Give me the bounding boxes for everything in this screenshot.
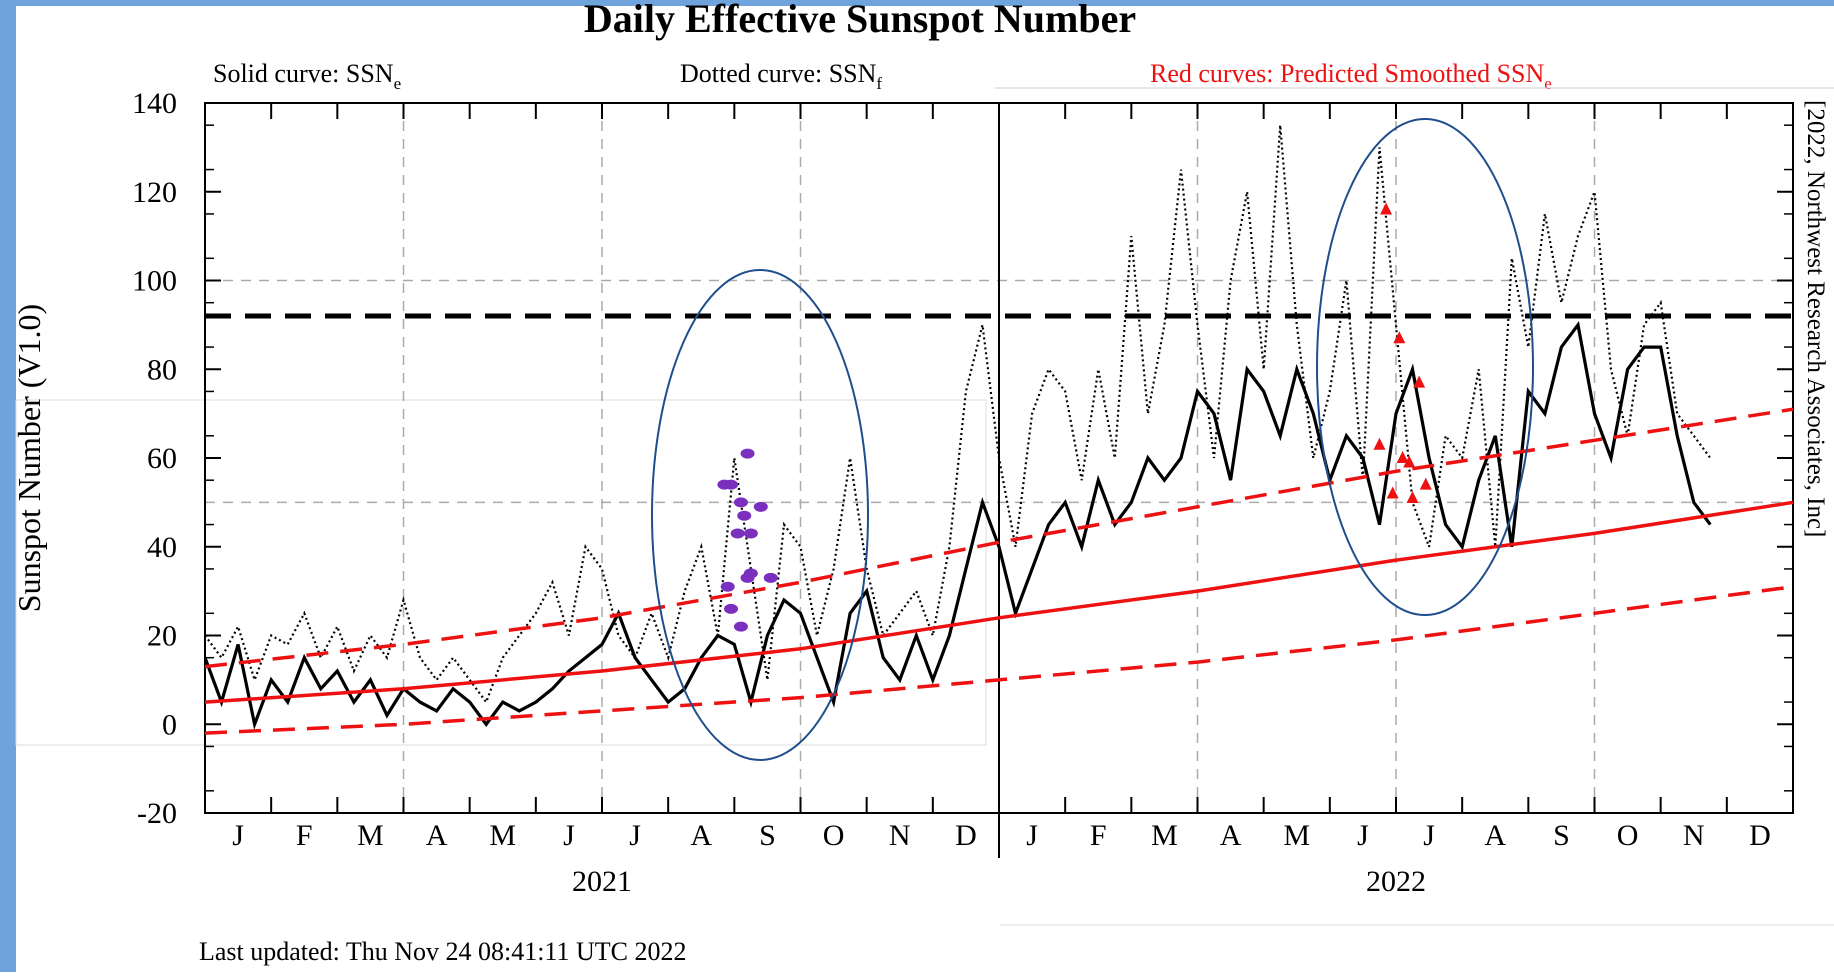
x-tick-label: J	[1026, 819, 1038, 852]
series-line	[205, 584, 1793, 735]
y-tick-label: 40	[147, 531, 177, 564]
point	[737, 510, 752, 521]
x-tick-label: A	[1220, 819, 1242, 852]
annotation-ellipse	[1316, 118, 1534, 616]
series-line	[205, 125, 1712, 705]
x-tick-label: M	[1151, 819, 1178, 852]
note-text: Solid curve: SSN	[213, 59, 394, 88]
x-tick-label: O	[1617, 819, 1639, 852]
point	[740, 448, 755, 459]
y-tick-label: 100	[132, 265, 177, 298]
annotation-ellipse	[651, 269, 869, 761]
x-tick-label: J	[1357, 819, 1369, 852]
note: Solid curve: SSNe	[213, 59, 401, 93]
x-tick-label: J	[629, 819, 641, 852]
y-tick-label: 80	[147, 353, 177, 386]
point	[724, 603, 739, 614]
x-tick-label: N	[889, 819, 911, 852]
x-tick-label: J	[563, 819, 575, 852]
x-tick-label: D	[1749, 819, 1771, 852]
point	[1406, 490, 1419, 503]
note-subscript: e	[394, 74, 402, 93]
point	[730, 528, 745, 539]
credit: [2022, Northwest Research Associates, In…	[1802, 100, 1829, 537]
point	[1396, 451, 1409, 463]
x-tick-label: A	[426, 819, 448, 852]
x-tick-label: F	[1090, 819, 1107, 852]
note: Dotted curve: SSNf	[680, 59, 882, 93]
x-tick-label: A	[1484, 819, 1506, 852]
x-tick-label: F	[296, 819, 313, 852]
x-tick-label: J	[232, 819, 244, 852]
y-tick-label: 60	[147, 442, 177, 475]
x-tick-label: A	[690, 819, 712, 852]
point	[733, 497, 748, 508]
note-subscript: e	[1544, 74, 1552, 93]
x-tick-label: S	[1553, 819, 1570, 852]
note-text: Red curves: Predicted Smoothed SSN	[1150, 59, 1545, 88]
point	[1386, 486, 1399, 499]
year-label: 2022	[1366, 865, 1426, 898]
series-line	[205, 500, 1793, 704]
point	[720, 581, 735, 592]
year-label: 2021	[572, 865, 632, 898]
y-tick-label: 0	[162, 708, 177, 741]
series-line	[205, 407, 1793, 669]
note-subscript: f	[876, 74, 882, 93]
x-tick-label: N	[1683, 819, 1705, 852]
inset-frame	[15, 399, 987, 746]
point	[1373, 437, 1386, 450]
note-text: Dotted curve: SSN	[680, 59, 877, 88]
x-tick-label: O	[823, 819, 845, 852]
x-tick-label: M	[1283, 819, 1310, 852]
point	[743, 528, 758, 539]
point	[1419, 477, 1432, 490]
point	[733, 621, 748, 632]
y-tick-label: -20	[137, 797, 177, 830]
x-tick-label: M	[357, 819, 384, 852]
footer: Last updated: Thu Nov 24 08:41:11 UTC 20…	[199, 937, 686, 966]
x-tick-label: J	[1423, 819, 1435, 852]
top-border	[0, 0, 1834, 6]
left-border	[0, 0, 16, 972]
x-tick-label: M	[489, 819, 516, 852]
point	[1380, 202, 1393, 215]
point	[753, 501, 768, 512]
point	[1413, 375, 1426, 388]
point	[763, 572, 778, 583]
point	[1393, 331, 1406, 344]
y-tick-label: 140	[132, 87, 177, 120]
y-tick-label: 20	[147, 620, 177, 653]
series-line	[205, 321, 1712, 731]
point	[1403, 455, 1416, 468]
x-tick-label: S	[759, 819, 776, 852]
point	[717, 479, 732, 490]
x-tick-label: D	[955, 819, 977, 852]
y-axis-label: Sunspot Number (V1.0)	[11, 304, 47, 612]
note: Red curves: Predicted Smoothed SSNe	[1150, 59, 1552, 93]
point	[743, 568, 758, 579]
notes: Solid curve: SSNe Dotted curve: SSNf Red c…	[213, 59, 1552, 93]
y-tick-label: 120	[132, 176, 177, 209]
chart-title: Daily Effective Sunspot Number	[584, 0, 1136, 41]
